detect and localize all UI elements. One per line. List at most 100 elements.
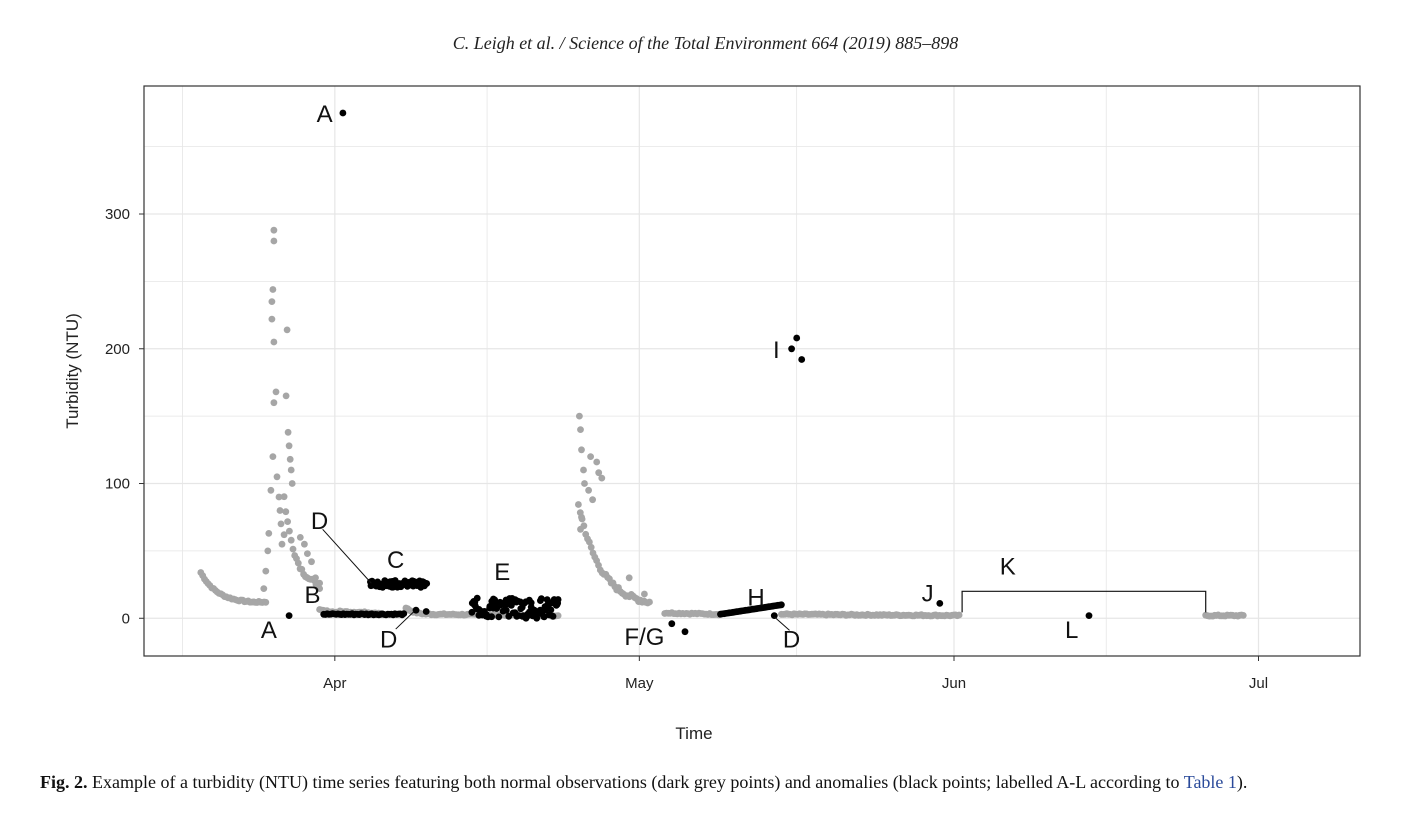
anomaly-point-f-g [668, 620, 676, 628]
y-tick-label: 200 [105, 341, 130, 358]
normal-point [282, 508, 290, 516]
annotation-a: A [261, 617, 277, 644]
normal-point [598, 474, 606, 482]
normal-point [301, 540, 308, 548]
normal-point [262, 567, 270, 575]
x-tick-label: Jul [1249, 675, 1268, 692]
x-tick-label: Apr [323, 675, 346, 692]
anomaly-point-i [798, 356, 806, 363]
anomaly-point-d [422, 608, 430, 615]
normal-point [575, 501, 582, 508]
normal-point [586, 538, 593, 546]
y-tick-label: 300 [105, 206, 130, 223]
caption-text-end: ). [1236, 772, 1248, 792]
running-header: C. Leigh et al. / Science of the Total E… [452, 33, 959, 53]
normal-point [283, 326, 291, 334]
annotation-d: D [311, 508, 328, 535]
normal-point [268, 298, 276, 305]
y-tick-label: 0 [122, 610, 130, 627]
normal-point [262, 598, 270, 606]
x-axis-title: Time [675, 724, 712, 743]
normal-point [272, 388, 280, 396]
normal-point [264, 547, 272, 555]
anomaly-point-e [547, 606, 555, 614]
normal-point [580, 466, 587, 474]
anomaly-point-e [491, 596, 499, 604]
caption-text: Example of a turbidity (NTU) time series… [87, 772, 1184, 792]
y-axis-title: Turbidity (NTU) [63, 313, 82, 429]
normal-point [277, 520, 285, 528]
annotation-a: A [317, 101, 333, 128]
annotation-b: B [304, 582, 320, 609]
anomaly-point-a [285, 612, 293, 619]
annotation-leaders [322, 528, 1207, 631]
anomaly-point-e [468, 608, 476, 616]
normal-point [282, 392, 290, 400]
normal-point [576, 412, 583, 420]
normal-point [268, 315, 276, 323]
normal-point [260, 585, 268, 592]
normal-point [585, 486, 592, 494]
anomaly-point-e [549, 612, 557, 620]
anomaly-point-c [422, 580, 430, 587]
normal-point [286, 455, 294, 463]
leader-line-d [773, 616, 790, 631]
normal-point [280, 531, 288, 539]
normal-point [273, 473, 281, 481]
anomaly-point-a [339, 109, 347, 117]
normal-point [296, 534, 304, 541]
anomaly-point-e [488, 613, 495, 621]
annotation-d: D [783, 626, 800, 653]
anomaly-point-j [936, 600, 944, 607]
annotation-l: L [1065, 617, 1078, 644]
anomaly-point-d [770, 612, 778, 619]
leader-line-d [322, 528, 372, 584]
normal-point [554, 612, 562, 619]
normal-point [265, 530, 273, 537]
normal-point [587, 453, 594, 460]
normal-point [275, 493, 283, 501]
data-points [197, 109, 1247, 636]
anomaly-point-i [793, 334, 801, 342]
normal-point [288, 480, 296, 487]
annotation-d: D [380, 626, 397, 653]
y-tick-label: 100 [105, 476, 130, 493]
normal-point [578, 446, 585, 454]
normal-point [312, 574, 319, 582]
normal-point [304, 550, 311, 557]
normal-point [287, 536, 295, 544]
x-axis-ticks: Apr May Jun Jul [323, 656, 1268, 692]
anomaly-point-h [778, 601, 785, 609]
table-link[interactable]: Table 1 [1183, 772, 1237, 792]
normal-point [1239, 612, 1247, 619]
normal-point [316, 585, 323, 592]
normal-point [294, 559, 302, 567]
bracket-k [961, 590, 1207, 613]
annotation-h: H [747, 585, 764, 612]
anomaly-point-i [788, 345, 795, 353]
normal-point [270, 226, 278, 234]
normal-point [270, 399, 278, 407]
leader-line-d [395, 611, 415, 630]
normal-point [289, 545, 297, 553]
figure-caption: Fig. 2. Example of a turbidity (NTU) tim… [40, 772, 1400, 793]
annotation-e: E [494, 559, 510, 586]
normal-point [581, 480, 588, 487]
normal-point [284, 428, 292, 436]
grid-lines [144, 86, 1360, 656]
anomaly-point-b [400, 610, 408, 617]
normal-point [286, 527, 293, 535]
normal-point [287, 466, 295, 474]
normal-point [625, 574, 633, 582]
normal-point [270, 338, 278, 346]
normal-point [646, 598, 653, 606]
normal-point [589, 496, 596, 504]
y-axis-ticks: 0 100 200 300 [105, 206, 144, 627]
plot-frame [143, 85, 1361, 657]
anomaly-point-e [540, 613, 548, 620]
anomaly-point-e [554, 596, 562, 603]
annotation-i: I [773, 337, 780, 364]
normal-point [577, 426, 584, 433]
normal-point [269, 286, 277, 293]
